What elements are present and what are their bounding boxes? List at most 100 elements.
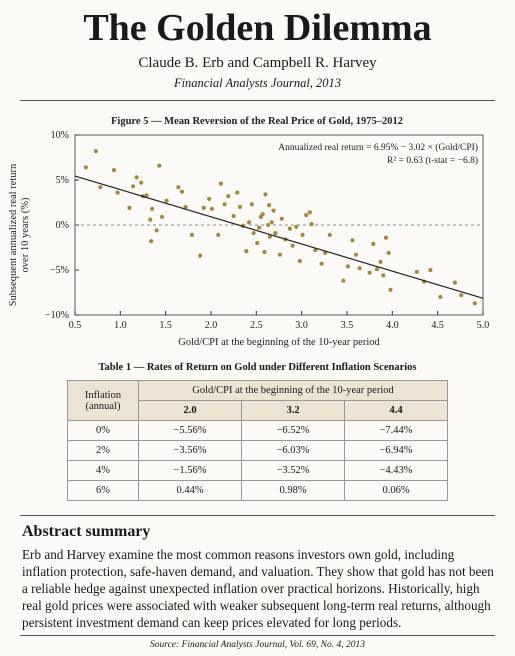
point <box>287 226 292 231</box>
point <box>357 266 362 271</box>
point <box>266 203 272 208</box>
point <box>294 224 299 229</box>
point <box>159 214 165 219</box>
point <box>345 264 351 269</box>
x-tick-label: 2.0 <box>205 320 218 331</box>
abstract-text: Erb and Harvey examine the most common r… <box>22 547 494 630</box>
point <box>273 231 278 236</box>
point <box>209 206 215 211</box>
table-cell: 2.0 <box>138 400 242 421</box>
point <box>207 196 212 201</box>
rule <box>20 515 495 516</box>
point <box>271 208 276 213</box>
table-cell: 0.44% <box>138 480 242 501</box>
table-caption: Table 1 — Rates of Return on Gold under … <box>98 362 417 373</box>
point <box>176 185 181 190</box>
table-row: 4% −1.56% −3.52% −4.43% <box>67 460 448 481</box>
point <box>237 204 243 210</box>
table-cell: 6% <box>67 480 139 501</box>
table-cell: 4% <box>67 460 139 481</box>
point <box>149 239 154 244</box>
point <box>277 252 283 257</box>
point <box>438 294 443 300</box>
annotation: R² = 0.63 (t-stat = −6.8) <box>387 155 478 166</box>
point <box>266 222 271 228</box>
point <box>83 165 88 170</box>
table-cell: 0.06% <box>344 480 448 501</box>
table-cell: −6.94% <box>344 440 448 461</box>
group-header: Gold/CPI at the beginning of the 10-year… <box>138 380 448 401</box>
x-tick-label: 1.5 <box>159 320 172 331</box>
point <box>148 217 153 222</box>
point <box>244 249 249 254</box>
point <box>371 241 376 246</box>
point <box>304 213 309 218</box>
point <box>386 250 391 255</box>
point <box>279 216 284 221</box>
point <box>262 249 267 255</box>
table-cell: −3.56% <box>138 440 242 461</box>
table-cell: −5.56% <box>138 420 242 441</box>
point <box>374 267 380 272</box>
point <box>115 190 120 195</box>
point <box>139 180 144 185</box>
point <box>428 267 433 273</box>
point <box>452 280 457 285</box>
point <box>231 213 236 219</box>
point <box>350 238 355 243</box>
point <box>127 205 132 210</box>
point <box>246 220 252 225</box>
fit-line <box>74 175 484 299</box>
point <box>290 243 295 248</box>
point <box>307 210 312 215</box>
point <box>353 252 359 257</box>
x-tick-label: 3.0 <box>295 320 308 331</box>
point <box>327 232 332 237</box>
table-cell: 0% <box>67 420 139 441</box>
point <box>341 278 346 283</box>
y-tick-label: −5% <box>50 265 69 276</box>
point <box>256 225 262 230</box>
table: Inflation (annual) Gold/CPI at the begin… <box>67 380 448 501</box>
point <box>367 270 372 275</box>
point <box>154 228 159 233</box>
point <box>226 194 231 199</box>
point <box>183 204 188 210</box>
table-cell: −3.52% <box>241 460 345 481</box>
point <box>149 206 155 211</box>
table-cell: 3.2 <box>241 400 345 421</box>
point <box>251 231 256 236</box>
title: The Golden Dilemma <box>83 7 432 49</box>
x-tick-label: 4.0 <box>386 320 399 331</box>
point <box>134 175 139 180</box>
table-cell: −1.56% <box>138 460 242 481</box>
table-cell: −4.43% <box>344 460 448 481</box>
table-cell: 0.98% <box>241 480 345 501</box>
point <box>267 234 273 239</box>
point <box>472 301 477 306</box>
point <box>198 253 203 258</box>
point <box>93 149 98 154</box>
y-tick-label: 5% <box>56 175 69 186</box>
point <box>111 168 117 173</box>
x-tick-label: 5.0 <box>477 320 490 331</box>
y-tick-label: 10% <box>51 130 69 141</box>
table-row: 6% 0.44% 0.98% 0.06% <box>67 480 448 501</box>
source: Source: Financial Analysts Journal, Vol.… <box>149 640 366 650</box>
x-tick-label: 2.5 <box>250 320 263 331</box>
authors: Claude B. Erb and Campbell R. Harvey <box>138 55 377 71</box>
x-tick-label: 1.0 <box>114 320 127 331</box>
point <box>235 190 240 195</box>
point <box>319 261 324 266</box>
point <box>164 198 169 203</box>
point <box>260 212 265 217</box>
chart-title: Figure 5 — Mean Reversion of the Real Pr… <box>111 116 403 127</box>
point <box>189 232 195 237</box>
point <box>222 202 227 207</box>
table-cell: 4.4 <box>344 400 448 421</box>
rule <box>20 635 495 636</box>
point <box>201 205 206 210</box>
table-cell: −7.44% <box>344 420 448 441</box>
y-axis-label: Subsequent annualized real returnover 10… <box>8 163 31 306</box>
